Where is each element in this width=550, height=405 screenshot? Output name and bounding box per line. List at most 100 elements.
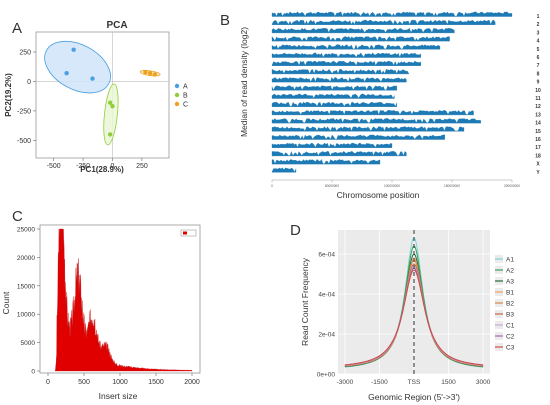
insert-x-tick-label: 1500 (148, 379, 164, 386)
chr-label-18: 18 (535, 153, 541, 159)
pca-x-tick-label: 250 (136, 163, 148, 170)
insert-x-tick-label: 0 (46, 379, 50, 386)
tss-legend-label-a1: A1 (506, 257, 514, 264)
chr-signal-9 (271, 77, 407, 83)
pca-y-label: PC2(19.2%) (4, 73, 13, 117)
panel-label-c: C (12, 208, 23, 225)
insert-y-tick-label: 25000 (17, 227, 35, 234)
chr-signal-4 (271, 36, 450, 42)
pca-point-a-3 (90, 76, 95, 81)
insert-legend-swatch (183, 231, 187, 235)
pca-legend-label-b: B (183, 93, 188, 100)
pca-point-c-3 (152, 72, 158, 77)
pca-chart: PCA -500 -250 0 250 250 0 -250 -500 PC1(28.9%)… (4, 20, 188, 174)
pca-x-tick-label: 0 (111, 163, 115, 170)
chromosome-x-ticks: 0 50000000 100000000 150000000 200000000 (271, 180, 520, 188)
insert-y-label: Count (1, 291, 11, 314)
chr-label-2: 2 (537, 22, 540, 28)
chr-signal-15 (271, 126, 465, 132)
pca-points (64, 47, 158, 137)
chr-x-label: Chromosome position (337, 190, 420, 200)
pca-point-c-1 (143, 69, 148, 75)
chr-signal-1 (271, 11, 513, 17)
chr-label-5: 5 (537, 47, 540, 53)
pca-x-tick-label: -500 (47, 163, 61, 170)
tss-legend-label-c3: C3 (506, 345, 515, 352)
pca-legend-dot-c (174, 101, 180, 107)
chr-signal-14 (271, 118, 481, 124)
pca-point-a-2 (64, 71, 69, 76)
tss-x-tick-label: TSS (408, 379, 421, 386)
pca-frame (35, 31, 170, 159)
pca-point-b-1 (107, 100, 113, 105)
pca-legend-label-c: C (183, 102, 188, 109)
chr-x-tick-label: 150000000 (444, 184, 460, 188)
tss-legend-label-c2: C2 (506, 334, 515, 341)
insert-y-tick-label: 0 (31, 369, 35, 376)
pca-point-b-2 (110, 103, 115, 109)
pca-ellipse-a (44, 40, 111, 94)
tss-x-tick-label: 3000 (476, 379, 491, 386)
chr-signal-8 (271, 68, 409, 75)
insert-x-tick-label: 1000 (112, 379, 128, 386)
chr-signal-12 (271, 101, 397, 107)
panel-label-a: A (12, 20, 23, 37)
pca-y-tick-label: -500 (17, 138, 31, 145)
pca-point-c-2 (147, 71, 153, 76)
pca-legend-dot-a (174, 83, 180, 89)
insert-x-tick-label: 2000 (184, 379, 200, 386)
tss-legend-label-b3: B3 (506, 312, 514, 319)
insert-x-ticks: 0 500 1000 1500 2000 (46, 373, 200, 386)
insert-x-tick-label: 500 (78, 379, 90, 386)
pca-legend-dot-b (174, 92, 180, 98)
chr-label-X: X (536, 162, 540, 168)
chr-label-3: 3 (537, 30, 540, 36)
chr-signal-X (271, 159, 381, 165)
insert-y-tick-label: 10000 (17, 312, 35, 319)
chr-label-1: 1 (537, 14, 540, 20)
chr-signal-2 (271, 19, 496, 25)
chromosome-bars (271, 11, 513, 173)
chr-x-tick-label: 100000000 (384, 184, 400, 188)
tss-legend-label-a3: A3 (506, 279, 514, 286)
tss-profile-chart: -3000 -1500 TSS 1500 3000 0e+00 2e-04 4e-04 6e-… (300, 230, 515, 402)
tss-legend-label-b1: B1 (506, 290, 514, 297)
pca-x-ticks: -500 -250 0 250 (47, 158, 148, 170)
insert-y-tick-label: 15000 (17, 283, 35, 290)
tss-x-tick-label: 1500 (441, 379, 456, 386)
chr-signal-11 (271, 93, 395, 99)
chr-label-6: 6 (537, 55, 540, 61)
tss-x-tick-label: -3000 (337, 379, 354, 386)
insert-size-chart: 0 500 1000 1500 2000 0 5000 10000 15000 20000 250… (1, 224, 201, 401)
pca-title: PCA (106, 20, 127, 31)
chr-label-12: 12 (535, 104, 541, 110)
tss-y-tick-label: 2e-04 (318, 332, 335, 339)
chr-signal-13 (271, 110, 474, 116)
panel-label-b: B (220, 12, 231, 29)
chr-signal-10 (271, 85, 397, 91)
tss-y-tick-label: 4e-04 (318, 292, 335, 299)
chr-label-4: 4 (537, 39, 540, 45)
chr-signal-5 (271, 44, 441, 50)
tss-y-tick-label: 0e+00 (317, 372, 336, 379)
tss-legend-label-a2: A2 (506, 268, 514, 275)
insert-y-tick-label: 20000 (17, 255, 35, 262)
chr-label-Y: Y (536, 170, 540, 176)
tss-legend: A1 A2 A3 B1 B2 B3 C1 C2 C3 (493, 252, 515, 352)
pca-y-tick-label: 0 (27, 79, 31, 86)
tss-legend-label-c1: C1 (506, 323, 515, 330)
pca-point-b-3 (107, 132, 113, 137)
chr-x-tick-label: 0 (271, 184, 273, 188)
tss-x-label: Genomic Region (5'->3') (368, 392, 460, 402)
chr-signal-6 (271, 52, 421, 58)
tss-y-ticks: 0e+00 2e-04 4e-04 6e-04 (317, 252, 336, 379)
pca-x-label: PC1(28.9%) (80, 165, 124, 174)
chr-signal-Y (271, 167, 297, 173)
tss-y-label: Read Count Frequency (300, 257, 310, 346)
pca-ellipses (44, 40, 161, 146)
chr-label-16: 16 (535, 137, 541, 143)
chr-label-15: 15 (535, 129, 541, 135)
chr-label-9: 9 (537, 80, 540, 86)
chr-label-14: 14 (535, 121, 541, 127)
